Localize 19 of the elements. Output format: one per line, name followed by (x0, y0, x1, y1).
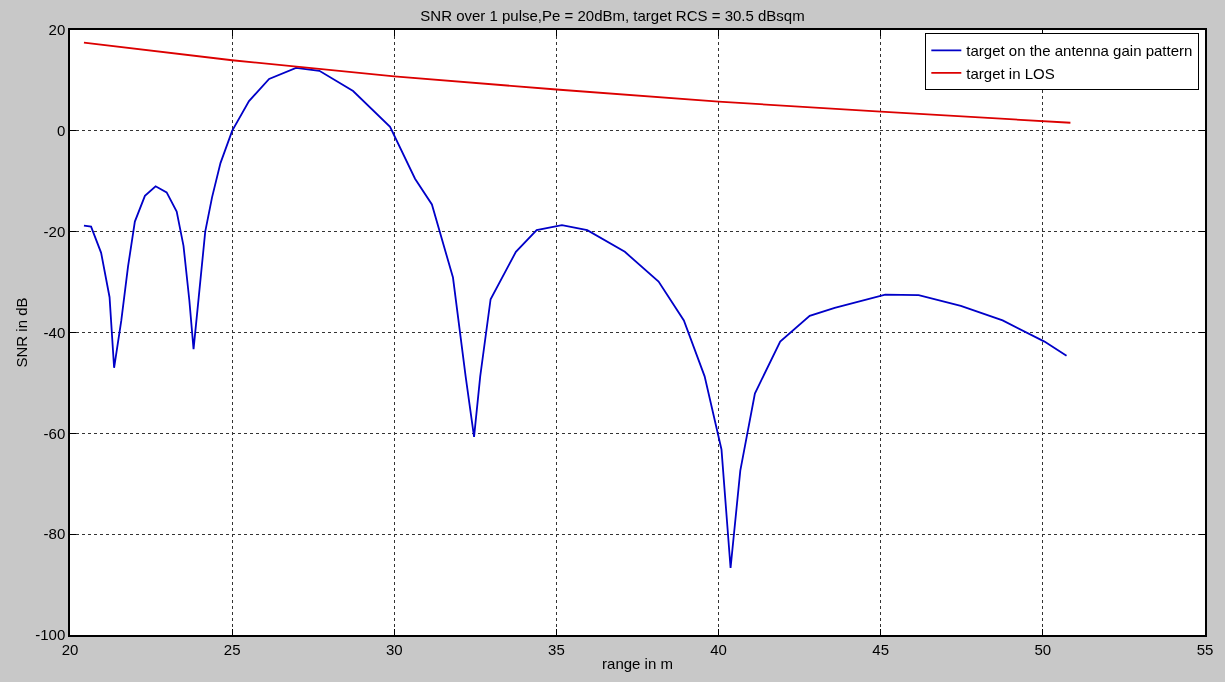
y-axis-title: SNR in dB (12, 297, 30, 368)
x-tick-label: 25 (223, 640, 241, 658)
x-tick-label: 35 (548, 640, 565, 658)
x-tick-label: 50 (1034, 640, 1052, 658)
x-tick-label: 40 (710, 640, 727, 658)
y-tick-label: 20 (48, 21, 66, 39)
line-series (83, 66, 1068, 569)
x-tick-label: 30 (385, 640, 403, 658)
y-tick-label: 0 (56, 122, 66, 140)
y-tick-label: -40 (43, 323, 66, 341)
legend-label: target in LOS (966, 64, 1055, 82)
legend-label: target on the antenna gain pattern (966, 42, 1193, 60)
x-tick-label: 55 (1196, 640, 1214, 658)
chart-title: SNR over 1 pulse,Pe = 20dBm, target RCS = 30.5 dBsqm (420, 6, 805, 24)
y-tick-label: -20 (43, 222, 66, 240)
x-tick-label: 45 (872, 640, 890, 658)
y-tick-label: -80 (43, 525, 66, 543)
y-tick-label: -60 (43, 424, 66, 442)
x-axis-title: range in m (602, 655, 673, 673)
